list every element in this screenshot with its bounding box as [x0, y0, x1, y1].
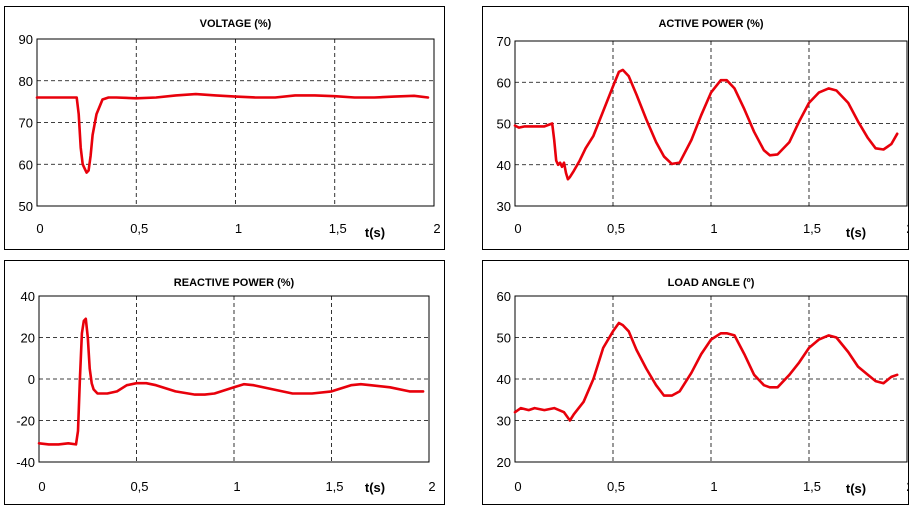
load-angle-chart: LOAD ANGLE (º) 20 30 40 50 60 0 0,5 1 1,5 2 t(s) — [482, 260, 909, 505]
chart-svg: REACTIVE POWER (%) -40 -20 0 20 40 0 0,5 1 1,5 2 t(… — [16, 277, 435, 495]
series-line — [513, 321, 899, 422]
y-tick-label: 50 — [497, 331, 511, 346]
chart-svg: ACTIVE POWER (%) 30 40 50 60 70 0 0,5 1 1,5 2 t(s) — [497, 18, 908, 240]
x-axis-label: t(s) — [365, 480, 385, 495]
active-power-chart: ACTIVE POWER (%) 30 40 50 60 70 0 0,5 1 1,5 2 t(s) — [482, 6, 909, 250]
x-tick-label: 0 — [36, 221, 43, 236]
chart-title: LOAD ANGLE (º) — [668, 277, 755, 289]
x-tick-label: 1 — [710, 221, 717, 236]
x-tick-label: 0 — [514, 479, 521, 494]
y-tick-label: 40 — [21, 289, 35, 304]
voltage-chart: VOLTAGE (%) 50 60 70 80 90 0 0,5 1 1,5 2 t(s) — [4, 6, 445, 250]
series-line — [37, 317, 425, 446]
x-tick-label: 1,5 — [803, 221, 821, 236]
y-tick-label: 50 — [497, 117, 511, 132]
x-tick-label: 1,5 — [325, 479, 343, 494]
y-tick-label: 30 — [497, 199, 511, 214]
x-tick-label: 0,5 — [607, 479, 625, 494]
x-tick-label: 1 — [235, 221, 242, 236]
y-tick-label: 70 — [19, 116, 33, 131]
x-tick-label: 2 — [428, 479, 435, 494]
y-tick-label: 60 — [497, 75, 511, 90]
x-tick-label: 1,5 — [329, 221, 347, 236]
y-tick-label: 60 — [19, 157, 33, 172]
x-tick-label: 0,5 — [130, 221, 148, 236]
y-tick-label: 40 — [497, 372, 511, 387]
x-tick-label: 0 — [514, 221, 521, 236]
chart-svg: VOLTAGE (%) 50 60 70 80 90 0 0,5 1 1,5 2 t(s) — [19, 18, 441, 240]
x-axis-label: t(s) — [846, 225, 866, 240]
y-tick-label: 40 — [497, 158, 511, 173]
x-axis-label: t(s) — [846, 481, 866, 496]
y-tick-label: 80 — [19, 74, 33, 89]
y-tick-label: 20 — [21, 331, 35, 346]
chart-svg: LOAD ANGLE (º) 20 30 40 50 60 0 0,5 1 1,5 2 t(s) — [497, 277, 908, 496]
y-tick-label: 70 — [497, 34, 511, 49]
x-tick-label: 2 — [906, 479, 908, 494]
y-tick-label: 30 — [497, 414, 511, 429]
series-line — [35, 92, 430, 174]
x-tick-label: 1,5 — [803, 479, 821, 494]
x-tick-label: 1 — [233, 479, 240, 494]
y-tick-label: 60 — [497, 289, 511, 304]
x-tick-label: 0,5 — [607, 221, 625, 236]
x-tick-label: 1 — [710, 479, 717, 494]
chart-title: REACTIVE POWER (%) — [174, 277, 295, 289]
chart-title: ACTIVE POWER (%) — [658, 18, 763, 30]
y-tick-label: 50 — [19, 199, 33, 214]
x-tick-label: 2 — [433, 221, 440, 236]
chart-title: VOLTAGE (%) — [200, 18, 272, 30]
x-axis-label: t(s) — [365, 225, 385, 240]
series-line — [513, 68, 899, 181]
y-tick-label: -20 — [16, 414, 35, 429]
reactive-power-chart: REACTIVE POWER (%) -40 -20 0 20 40 0 0,5 1 1,5 2 t(… — [4, 260, 445, 505]
x-tick-label: 0 — [38, 479, 45, 494]
x-tick-label: 0,5 — [130, 479, 148, 494]
y-tick-label: -40 — [16, 455, 35, 470]
y-tick-label: 90 — [19, 32, 33, 47]
y-tick-label: 20 — [497, 455, 511, 470]
x-tick-label: 2 — [906, 221, 908, 236]
y-tick-label: 0 — [28, 372, 35, 387]
